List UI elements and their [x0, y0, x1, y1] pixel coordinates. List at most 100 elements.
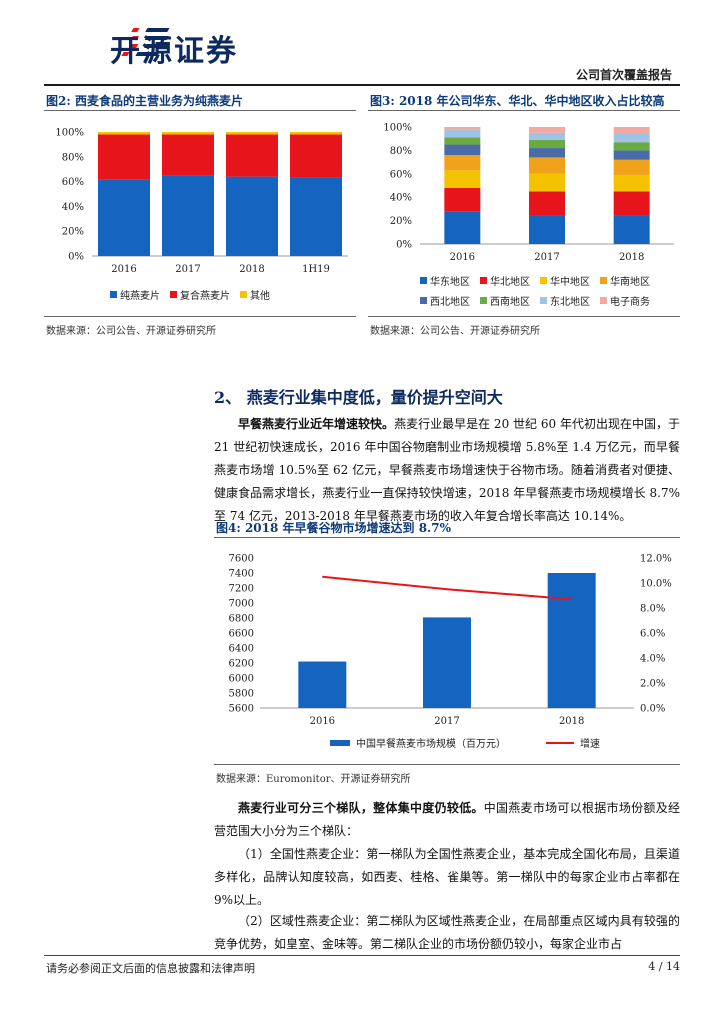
- y-tick-label: 7600: [229, 554, 254, 565]
- legend-item: 东北地区: [540, 293, 590, 308]
- y-tick-label: 60%: [390, 169, 412, 180]
- legend-label: 西北地区: [430, 297, 470, 308]
- figure2-rule: [44, 110, 356, 111]
- brand-logo-icon: [121, 28, 170, 56]
- bar-segment: [613, 142, 650, 151]
- y-tick-label: 80%: [62, 152, 84, 163]
- report-type: 公司首次覆盖报告: [575, 68, 672, 82]
- bar-segment: [529, 191, 565, 216]
- figure3-chart: 0% 20% 40% 60% 80% 100% 2016 2017 2018: [383, 123, 674, 263]
- x-tick-label: 2016: [450, 252, 475, 263]
- figure4-source: 数据来源：Euromonitor、开源证券研究所: [216, 774, 411, 785]
- y-tick-label: 100%: [55, 128, 84, 139]
- bar-segment: [226, 176, 278, 256]
- y2-tick-label: 6.0%: [640, 629, 665, 640]
- y2-tick-label: 2.0%: [640, 679, 665, 690]
- legend-swatch: [170, 291, 177, 298]
- x-tick-label: 1H19: [302, 264, 330, 275]
- legend-swatch: [420, 297, 427, 304]
- bar-segment: [162, 134, 214, 176]
- bar-segment: [529, 215, 565, 244]
- x-tick-label: 2018: [239, 264, 264, 275]
- bar-segment: [613, 127, 650, 135]
- bar-segment: [529, 139, 565, 149]
- y2-tick-label: 12.0%: [640, 554, 672, 565]
- legend-label: 华中地区: [550, 277, 590, 288]
- y2-tick-label: 8.0%: [640, 604, 665, 615]
- bar: [547, 573, 596, 708]
- x-tick-label: 2018: [559, 716, 584, 727]
- figure4-title: 图4: 2018 年早餐谷物市场增速达到 8.7%: [216, 521, 451, 535]
- x-tick-label: 2018: [619, 252, 644, 263]
- growth-line: [322, 575, 572, 601]
- paragraph-lead: 早餐燕麦行业近年增速较快。: [238, 417, 395, 431]
- figure3-title: 图3: 2018 年公司华东、华北、华中地区收入占比较高: [370, 94, 665, 108]
- legend-item: 纯燕麦片: [110, 287, 160, 302]
- y-tick-label: 7000: [229, 599, 254, 610]
- bar-segment: [613, 215, 650, 244]
- x-tick-label: 2017: [434, 716, 459, 727]
- legend-label: 华南地区: [610, 277, 650, 288]
- figure2-source: 数据来源：公司公告、开源证券研究所: [46, 326, 216, 337]
- bar-segment: [290, 134, 342, 178]
- bar-segment: [444, 127, 481, 130]
- bar-segment: [529, 127, 565, 133]
- bar-segment: [444, 129, 481, 138]
- bar-segment: [613, 174, 650, 192]
- figure2-bottom-rule: [44, 316, 356, 317]
- paragraph-lead: 燕麦行业可分三个梯队，整体集中度仍较低。: [238, 801, 484, 815]
- y-tick-label: 0%: [68, 252, 84, 263]
- y-tick-label: 6400: [229, 644, 254, 655]
- y-tick-label: 40%: [62, 202, 84, 213]
- paragraph-tier-1: （1）全国性燕麦企业：第一梯队为全国性燕麦企业，基本完成全国化布局，且渠道多样化…: [214, 847, 680, 907]
- bar-segment: [444, 170, 481, 188]
- figure3-source: 数据来源：公司公告、开源证券研究所: [370, 326, 540, 337]
- y-tick-label: 5600: [229, 704, 254, 715]
- bar-segment: [529, 173, 565, 192]
- legend-item: 华中地区: [540, 273, 590, 288]
- paragraph-tier-2: （2）区域性燕麦企业：第二梯队为区域性燕麦企业，在局部重点区域内具有较强的竞争优…: [214, 914, 680, 951]
- bar-segment: [444, 211, 481, 244]
- figure2-title: 图2: 西麦食品的主营业务为纯燕麦片: [46, 94, 243, 108]
- y-tick-label: 6000: [229, 674, 254, 685]
- legend-label: 纯燕麦片: [120, 291, 160, 302]
- paragraph-tiers: 燕麦行业可分三个梯队，整体集中度仍较低。中国燕麦市场可以根据市场份额及经营范围大…: [214, 797, 680, 843]
- legend-swatch: [110, 291, 117, 298]
- x-tick-label: 2017: [175, 264, 200, 275]
- bar: [298, 661, 347, 708]
- legend-swatch: [480, 277, 487, 284]
- x-tick-label: 2016: [111, 264, 136, 275]
- legend-label: 中国早餐燕麦市场规模（百万元）: [356, 739, 506, 750]
- figure3-legend: 华东地区 华北地区 华中地区 华南地区西北地区 西南地区 东北地区 电子商务: [420, 273, 670, 308]
- legend-item: 复合燕麦片: [170, 287, 230, 302]
- figure2-legend: 纯燕麦片 复合燕麦片 其他: [110, 287, 280, 302]
- legend-item: 西南地区: [480, 293, 530, 308]
- y-tick-label: 60%: [62, 177, 84, 188]
- legend-label: 增速: [580, 739, 600, 750]
- legend-label: 华北地区: [490, 277, 530, 288]
- legend-swatch: [330, 739, 350, 746]
- legend-swatch: [480, 297, 487, 304]
- figure2-chart: 0% 20% 40% 60% 80% 100% 2016 2017 2018 1H19: [55, 128, 348, 275]
- bar-segment: [529, 132, 565, 140]
- legend-swatch: [420, 277, 427, 284]
- bar-segment: [444, 144, 481, 156]
- legend-swatch: [546, 741, 574, 744]
- legend-item: 中国早餐燕麦市场规模（百万元）: [330, 735, 506, 750]
- bar-segment: [226, 132, 278, 135]
- bar-segment: [613, 134, 650, 143]
- y-tick-label: 6800: [229, 614, 254, 625]
- footer-disclaimer: 请务必参阅正文后面的信息披露和法律声明: [46, 962, 255, 975]
- y-tick-label: 7200: [229, 584, 254, 595]
- page-number: 4 / 14: [648, 960, 680, 973]
- bar-segment: [444, 155, 481, 171]
- header-divider: [44, 84, 680, 86]
- y2-tick-label: 4.0%: [640, 654, 665, 665]
- figure3-rule: [368, 110, 680, 111]
- bar-segment: [98, 132, 150, 135]
- legend-item: 华南地区: [600, 273, 650, 288]
- legend-item: 华东地区: [420, 273, 470, 288]
- legend-label: 电子商务: [610, 297, 650, 308]
- legend-item: 增速: [516, 735, 600, 750]
- x-tick-label: 2017: [534, 252, 559, 263]
